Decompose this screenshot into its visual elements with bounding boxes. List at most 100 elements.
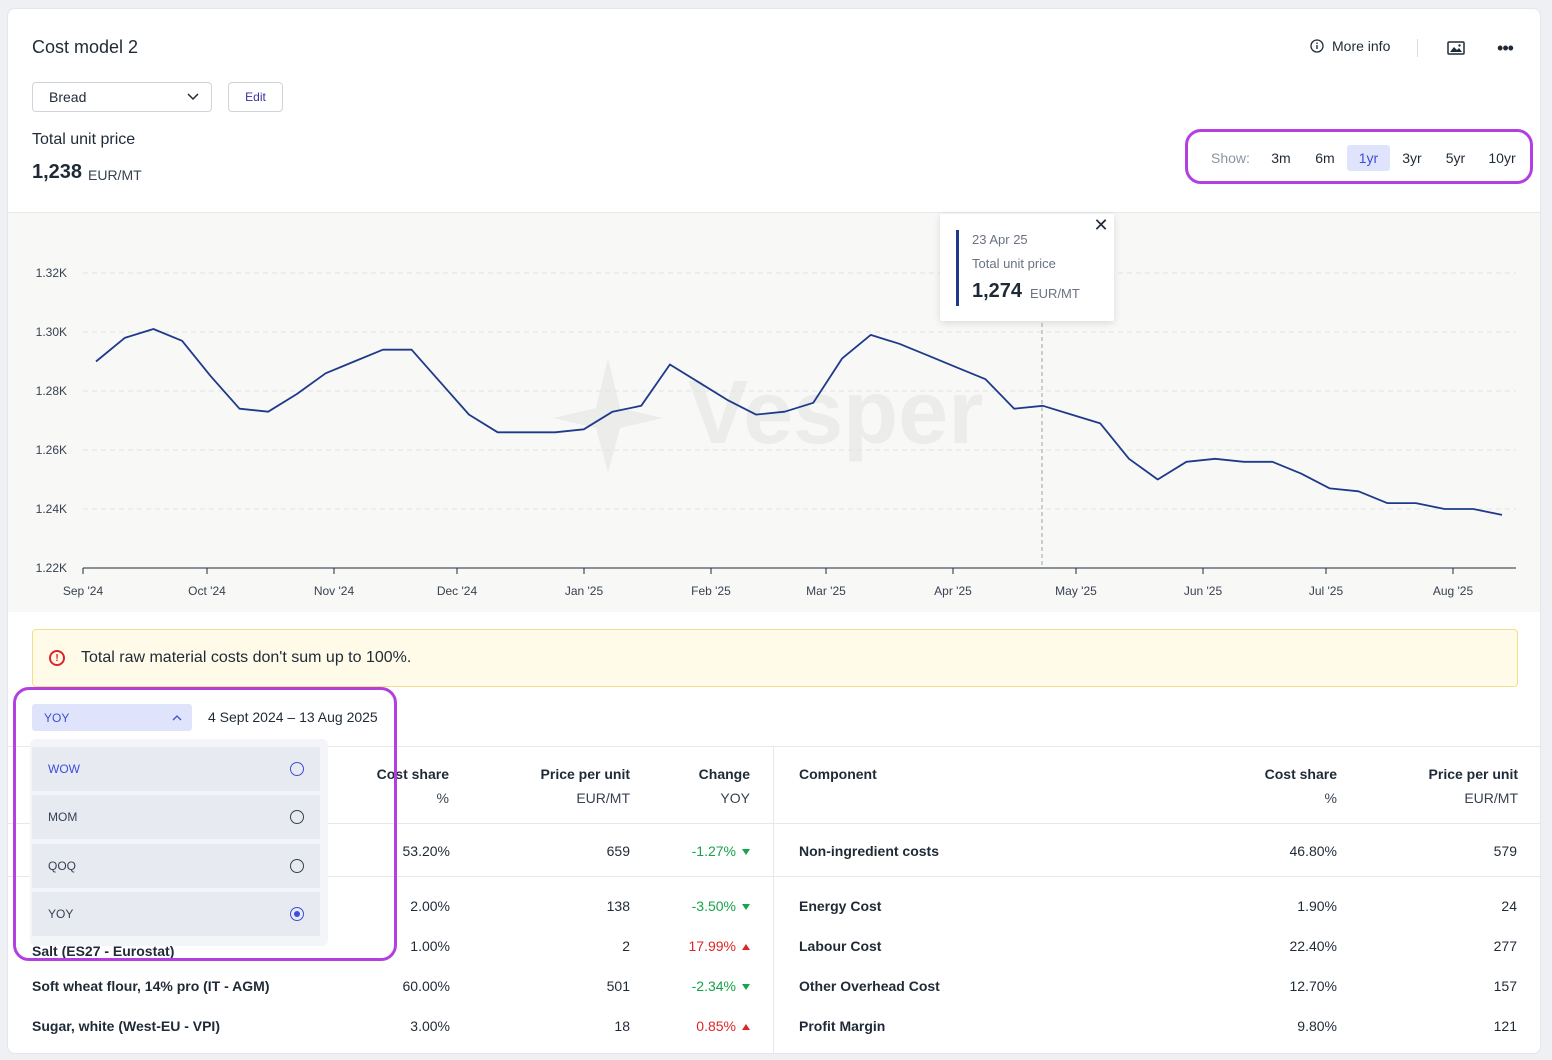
table-column-divider — [773, 747, 774, 1053]
change-value: -2.34% — [691, 978, 736, 994]
col-price-per-unit: Price per unit — [540, 766, 630, 782]
col-cost-share-right: Cost share — [1264, 766, 1337, 782]
tooltip-series-bar — [956, 230, 959, 306]
component-share: 46.80% — [1289, 843, 1337, 859]
chevron-up-icon — [172, 714, 182, 720]
period-option-label: WOW — [48, 762, 80, 776]
range-show-label: Show: — [1211, 150, 1250, 166]
change-value: 0.85% — [696, 1018, 736, 1034]
col-change: Change — [698, 766, 750, 782]
component-name: Labour Cost — [799, 938, 882, 954]
edit-button[interactable]: Edit — [228, 82, 283, 112]
model-select[interactable]: Bread — [32, 82, 212, 112]
range-10yr[interactable]: 10yr — [1488, 150, 1516, 166]
x-tick-label: May '25 — [1055, 584, 1097, 598]
y-tick-label: 1.30K — [36, 325, 67, 339]
range-1yr[interactable]: 1yr — [1347, 145, 1390, 171]
price-chart-svg: Vesper 1.22K 1.24K 1.26K 1.28K 1.30K 1.32K Sep … — [36, 266, 1516, 598]
x-tick-label: Sep '24 — [63, 584, 104, 598]
price-chart: Vesper 1.22K 1.24K 1.26K 1.28K 1.30K 1.32K Sep … — [8, 212, 1540, 612]
y-tick-label: 1.22K — [36, 561, 67, 575]
arrow-down-icon — [742, 904, 750, 911]
export-image-button[interactable] — [1445, 37, 1467, 59]
component-name: Energy Cost — [799, 898, 882, 914]
range-3yr[interactable]: 3yr — [1402, 150, 1422, 166]
period-option-wow[interactable]: WOW — [32, 747, 320, 791]
col-price-unit: EUR/MT — [576, 790, 630, 806]
chart-tooltip: 23 Apr 25 Total unit price 1,274 EUR/MT … — [940, 214, 1114, 321]
row-share: 3.00% — [410, 1018, 450, 1034]
tooltip-date: 23 Apr 25 — [972, 232, 1028, 247]
alert-icon: ! — [49, 650, 65, 666]
cost-model-card: Cost model 2 More info ••• Bread Edit To… — [7, 8, 1541, 1054]
more-options-button[interactable]: ••• — [1494, 37, 1516, 59]
change-value: -1.27% — [691, 843, 736, 859]
row-change: -3.50% — [638, 898, 750, 914]
col-price-right: Price per unit — [1428, 766, 1518, 782]
range-6m[interactable]: 6m — [1315, 150, 1335, 166]
arrow-down-icon — [742, 984, 750, 991]
component-price: 24 — [1501, 898, 1517, 914]
x-tick-label: Oct '24 — [188, 584, 226, 598]
component-name: Other Overhead Cost — [799, 978, 940, 994]
image-icon — [1447, 41, 1465, 55]
component-price: 579 — [1493, 843, 1517, 859]
tooltip-label: Total unit price — [972, 256, 1056, 271]
row-change: -1.27% — [638, 843, 750, 859]
period-option-label: MOM — [48, 810, 78, 824]
change-value: -3.50% — [691, 898, 736, 914]
component-name: Profit Margin — [799, 1018, 886, 1034]
more-info-button[interactable]: More info — [1310, 38, 1390, 54]
component-share: 1.90% — [1297, 898, 1337, 914]
arrow-down-icon — [742, 849, 750, 856]
period-date-range: 4 Sept 2024 – 13 Aug 2025 — [208, 709, 378, 725]
x-tick-label: Mar '25 — [806, 584, 846, 598]
period-option-yoy[interactable]: YOY — [32, 892, 320, 936]
tooltip-close-icon[interactable]: ✕ — [1093, 215, 1109, 235]
tooltip-unit: EUR/MT — [1030, 286, 1080, 301]
model-select-value: Bread — [49, 89, 87, 105]
component-name: Non-ingredient costs — [799, 843, 940, 859]
row-share: 1.00% — [410, 938, 450, 954]
col-price-right-unit: EUR/MT — [1464, 790, 1518, 806]
radio-icon — [290, 762, 304, 776]
period-option-label: QOQ — [48, 859, 77, 873]
period-option-qoq[interactable]: QOQ — [32, 844, 320, 888]
row-share: 60.00% — [402, 978, 450, 994]
page-title: Cost model 2 — [32, 37, 139, 57]
period-dropdown: WOW MOM QOQ YOY — [30, 739, 328, 946]
total-unit-price-value: 1,238 — [32, 161, 83, 183]
col-cost-share: Cost share — [376, 766, 449, 782]
x-tick-label: Apr '25 — [934, 584, 972, 598]
x-tick-label: Feb '25 — [691, 584, 731, 598]
row-change: 0.85% — [638, 1018, 750, 1034]
arrow-up-icon — [742, 1024, 750, 1031]
y-tick-label: 1.32K — [36, 266, 67, 280]
period-option-mom[interactable]: MOM — [32, 795, 320, 839]
x-tick-label: Dec '24 — [437, 584, 478, 598]
radio-icon — [290, 810, 304, 824]
total-unit-price-label: Total unit price — [32, 131, 136, 148]
col-component: Component — [799, 766, 877, 782]
col-cost-share-right-unit: % — [1324, 790, 1337, 806]
range-5yr[interactable]: 5yr — [1445, 150, 1466, 166]
component-share: 9.80% — [1297, 1018, 1337, 1034]
row-name: Salt (ES27 - Eurostat) — [32, 943, 175, 959]
more-info-label: More info — [1332, 38, 1391, 54]
tooltip-value: 1,274 — [972, 280, 1023, 302]
table-divider-row — [8, 876, 1540, 877]
range-3m[interactable]: 3m — [1271, 150, 1291, 166]
component-price: 277 — [1493, 938, 1517, 954]
row-price: 659 — [606, 843, 630, 859]
header-divider — [1417, 39, 1418, 57]
period-select[interactable]: YOY — [32, 704, 192, 731]
arrow-up-icon — [742, 944, 750, 951]
row-change: -2.34% — [638, 978, 750, 994]
row-price: 138 — [606, 898, 630, 914]
x-tick-label: Jan '25 — [565, 584, 604, 598]
row-price: 18 — [614, 1018, 630, 1034]
radio-icon — [290, 859, 304, 873]
x-tick-label: Aug '25 — [1433, 584, 1474, 598]
total-unit-price-unit: EUR/MT — [88, 167, 142, 183]
warning-banner: ! Total raw material costs don't sum up … — [32, 629, 1518, 687]
